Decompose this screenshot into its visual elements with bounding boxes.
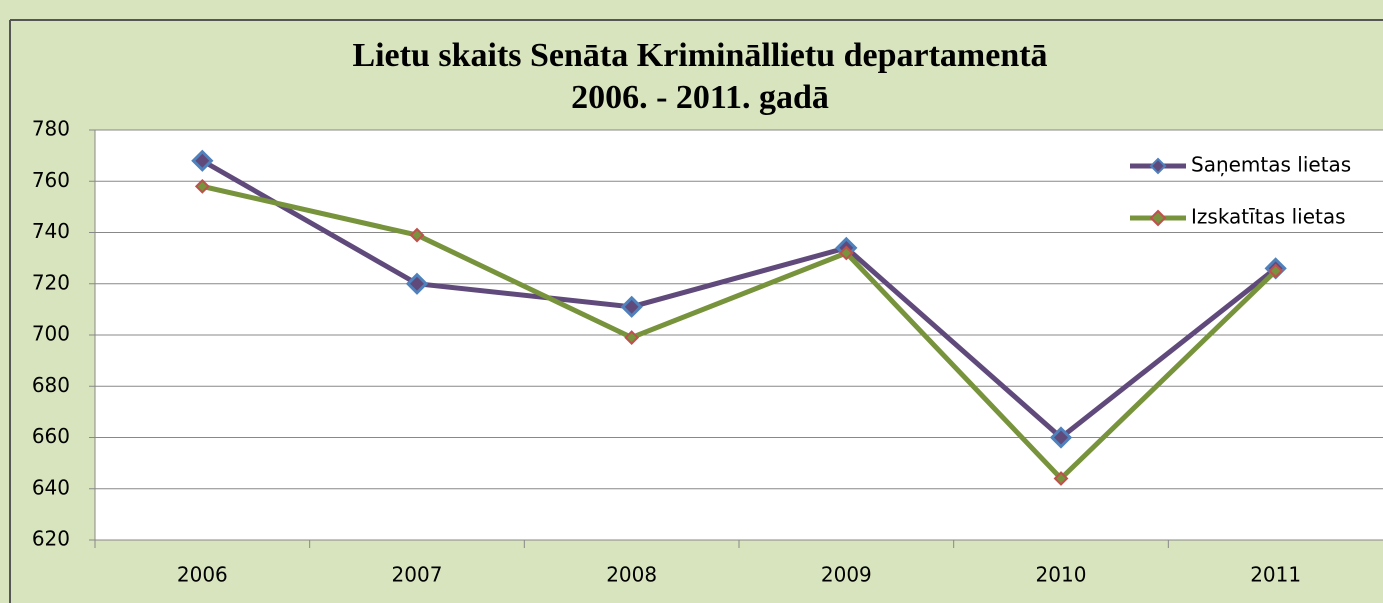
- legend-label: Izskatītas lietas: [1191, 205, 1346, 229]
- legend-marker: [1149, 209, 1167, 227]
- y-tick-label: 740: [32, 219, 70, 243]
- y-tick-label: 700: [32, 322, 70, 346]
- series-line: [201, 183, 1278, 483]
- marker: [1268, 263, 1284, 279]
- legend-marker: [1149, 157, 1167, 175]
- x-tick-label: 2008: [606, 563, 657, 587]
- x-tick-label: 2010: [1036, 563, 1087, 587]
- marker: [1049, 426, 1073, 449]
- marker: [194, 178, 210, 194]
- y-tick-label: 680: [32, 373, 70, 397]
- marker: [409, 227, 425, 243]
- y-tick-label: 640: [32, 475, 70, 499]
- x-tick-label: 2007: [392, 563, 443, 587]
- chart-title: Lietu skaits Senāta Krimināllietu depart…: [352, 37, 1047, 74]
- x-tick-label: 2011: [1250, 563, 1301, 587]
- marker: [838, 245, 854, 261]
- y-tick-label: 660: [32, 424, 70, 448]
- marker: [191, 149, 214, 172]
- marker: [620, 295, 643, 318]
- chart-title: 2006. - 2011. gadā: [571, 79, 829, 116]
- y-tick-label: 720: [32, 270, 70, 294]
- series-line: [201, 158, 1278, 441]
- y-tick-label: 780: [32, 117, 70, 141]
- legend-label: Saņemtas lietas: [1191, 153, 1351, 177]
- x-tick-label: 2006: [177, 563, 228, 587]
- y-tick-label: 760: [32, 168, 70, 192]
- marker: [405, 272, 429, 295]
- marker: [1053, 471, 1069, 486]
- marker: [624, 330, 640, 345]
- x-tick-label: 2009: [821, 563, 872, 587]
- y-tick-label: 620: [32, 527, 70, 551]
